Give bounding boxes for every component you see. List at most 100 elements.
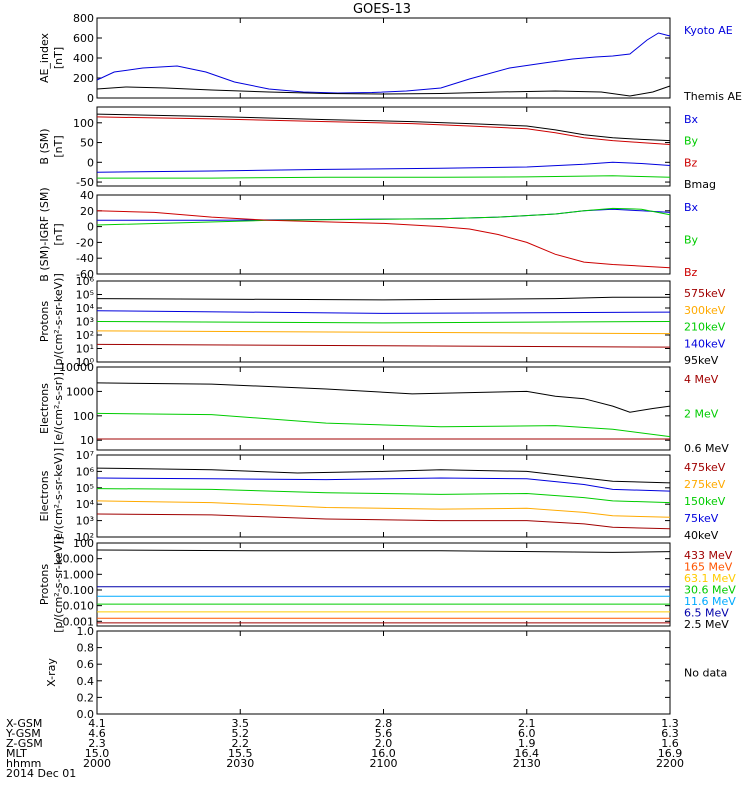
series-line [96,161,671,173]
panel-frame [96,366,671,451]
legend-entry: 4 MeV [684,373,719,386]
footer-value: 2.3 [88,737,106,750]
y-tick-label: -60 [76,268,94,281]
legend-entry: Bmag [684,178,716,191]
y-tick-label: 0.4 [77,675,95,688]
footer-value: 5.6 [375,727,393,740]
y-axis-label: [p/(cm²-s-sr-keV)] [52,273,65,370]
series-line [96,85,671,97]
footer-value: 15.0 [85,747,110,760]
series-line [97,175,671,179]
series-line [96,343,671,348]
y-tick-label: 0.2 [77,691,95,704]
series-line [96,321,671,324]
legend-entry: Bx [684,113,699,126]
y-tick-label: 10⁰ [76,356,95,369]
series-line [96,467,671,484]
legend-entry: 140keV [684,337,726,350]
y-tick-label: 10⁵ [76,289,94,302]
legend-entry: 575keV [684,287,726,300]
y-tick-label: 10³ [76,515,94,528]
series-line [96,116,671,145]
y-axis-label: [nT] [52,47,65,69]
series-line [96,207,671,226]
series-line [96,210,671,269]
y-axis-label: [e/(cm²-s-sr-keV)] [52,448,65,544]
y-tick-label: 10000 [59,361,94,374]
y-axis-label: Electrons [38,383,51,434]
y-tick-label: 10¹ [76,343,94,356]
legend-entry: 75keV [684,512,719,525]
y-axis-label: [nT] [52,223,65,245]
footer-value: 6.3 [661,727,679,740]
series-line [96,549,671,553]
footer-value: 16.0 [371,747,396,760]
y-tick-label: 100 [73,537,94,550]
series-line [96,412,671,438]
y-tick-label: 0.001 [63,615,95,628]
y-axis-label: [e/(cm²-s-sr)] [52,372,65,445]
footer-value: 3.5 [232,717,250,730]
y-tick-label: 100 [73,117,94,130]
legend-entry: Bz [684,266,698,279]
legend-entry: 165 MeV [684,561,733,574]
legend-entry: 40keV [684,529,719,542]
footer-value: 16.4 [515,747,540,760]
series-line [96,382,671,413]
panel-frame [96,542,671,627]
footer-row-label: MLT [6,747,27,760]
y-tick-label: 10² [76,531,94,544]
y-axis-label: Protons [38,301,51,342]
y-tick-label: 0 [87,156,94,169]
y-axis-label: AE_index [38,32,51,83]
footer-value: 15.5 [228,747,253,760]
y-tick-label: 0.100 [63,584,95,597]
footer-value: 4.1 [88,717,106,730]
footer-value: 16.9 [658,747,683,760]
series-line [96,310,671,314]
y-axis-label: Protons [38,564,51,605]
panel-frame [96,630,671,715]
chart-title: GOES-13 [353,2,411,17]
legend-entry: 0.6 MeV [684,442,729,455]
y-tick-label: 10⁴ [76,302,95,315]
footer-row-label: Y-GSM [5,727,41,740]
y-tick-label: 10.000 [56,553,95,566]
footer-value: 2.8 [375,717,393,730]
y-tick-label: 10 [80,434,94,447]
series-line [96,513,671,530]
footer-value: 2200 [656,757,684,770]
y-tick-label: 10³ [76,316,94,329]
footer-row-label: Z-GSM [6,737,43,750]
footer-date: 2014 Dec 01 [6,767,76,780]
y-tick-label: 100 [73,410,94,423]
legend-entry: Themis AE [683,90,742,103]
legend-entry: 475keV [684,461,726,474]
legend-entry: 2.5 MeV [684,618,729,631]
footer-value: 2.2 [232,737,250,750]
footer-row-label: X-GSM [6,717,42,730]
y-tick-label: 10⁶ [76,465,95,478]
y-axis-label: [nT] [52,135,65,157]
y-tick-label: 50 [80,137,94,150]
y-tick-label: 1.000 [63,568,95,581]
legend-entry: Bz [684,156,698,169]
y-tick-label: 0.0 [77,708,95,721]
footer-value: 4.6 [88,727,106,740]
legend-entry: 11.6 MeV [684,595,736,608]
legend-entry: 150keV [684,495,726,508]
y-tick-label: 0.010 [63,600,95,613]
series-line [96,488,671,504]
y-tick-label: 20 [80,205,94,218]
y-tick-label: 0.6 [77,658,95,671]
footer-value: 5.2 [232,727,250,740]
y-tick-label: 40 [80,189,94,202]
footer-value: 2100 [370,757,398,770]
y-tick-label: 10⁵ [76,482,94,495]
series-line [96,500,671,518]
y-tick-label: -40 [76,252,94,265]
legend-entry: 433 MeV [684,549,733,562]
legend-entry: 2 MeV [684,408,719,421]
legend-entry: 30.6 MeV [684,584,736,597]
